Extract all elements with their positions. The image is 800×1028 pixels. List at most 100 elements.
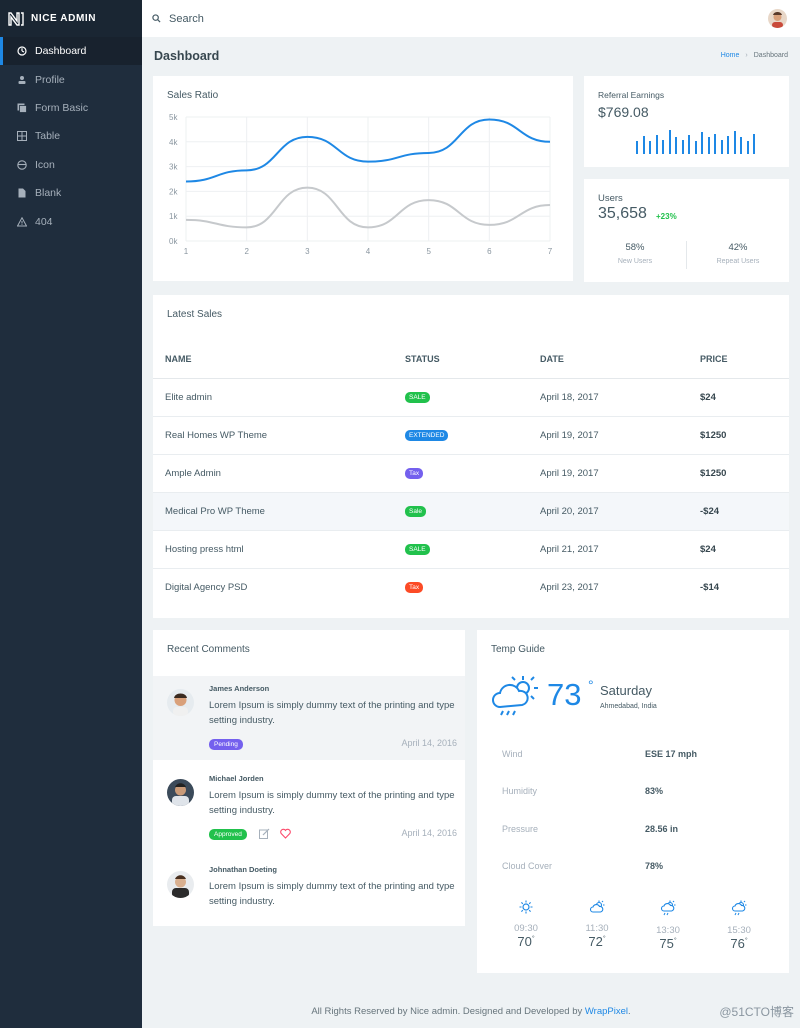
table-row[interactable]: Digital Agency PSD Tax April 23, 2017 -$… — [153, 569, 789, 607]
repeat-users-label: Repeat Users — [716, 258, 760, 265]
x-tick-label: 2 — [244, 247, 249, 256]
avatar — [167, 871, 194, 898]
users-label: Users — [598, 193, 623, 204]
forecast-time: 13:30 — [656, 925, 680, 936]
recent-comments-title: Recent Comments — [167, 644, 250, 655]
x-tick-label: 7 — [548, 247, 553, 256]
referral-earnings-card: Referral Earnings $769.08 — [584, 76, 789, 167]
sparkline-bar — [655, 134, 658, 154]
repeat-users-pct: 42% — [728, 242, 748, 253]
x-tick-label: 1 — [184, 247, 189, 256]
sparkline-bar — [642, 136, 645, 154]
forecast-time: 15:30 — [727, 925, 751, 936]
sidebar-item-profile[interactable]: Profile — [0, 65, 142, 93]
rain-sun-icon — [731, 900, 747, 916]
table-row[interactable]: Real Homes WP Theme EXTENDED April 19, 2… — [153, 417, 789, 455]
status-badge: Pending — [209, 739, 243, 750]
search-input[interactable]: Search — [169, 12, 204, 25]
forecast-item: 09:30 70° — [496, 900, 556, 949]
footer-link[interactable]: WrapPixel — [584, 1006, 629, 1017]
cloud-sun-icon — [589, 900, 605, 913]
warning-icon — [16, 216, 28, 228]
sparkline-bar — [746, 140, 749, 154]
sidebar-item-blank[interactable]: Blank — [0, 179, 142, 207]
brand-name: NICE ADMIN — [31, 13, 97, 24]
sidebar-item-table[interactable]: Table — [0, 122, 142, 150]
detail-value: 83% — [645, 786, 664, 796]
temp-guide-title: Temp Guide — [491, 644, 545, 655]
table-row[interactable]: Hosting press html SALE April 21, 2017 $… — [153, 531, 789, 569]
comment-date: April 14, 2016 — [401, 738, 457, 748]
temp-guide-card: Temp Guide 73 ° Saturday Ahmedabad, Indi… — [477, 630, 789, 973]
sparkline-bar — [636, 140, 638, 154]
brand[interactable]: NICE ADMIN — [0, 0, 142, 37]
table-icon — [16, 130, 28, 142]
sidebar-item-dashboard[interactable]: Dashboard — [0, 37, 142, 66]
comment-text: Lorem Ipsum is simply dummy text of the … — [209, 790, 455, 816]
sidebar-item-404[interactable]: 404 — [0, 207, 142, 235]
forecast-degree: ° — [744, 937, 748, 945]
document-icon — [16, 187, 28, 199]
rain-sun-icon — [660, 900, 676, 916]
profile-icon — [16, 74, 28, 86]
search-icon — [152, 14, 161, 23]
sparkline-bar — [662, 139, 664, 154]
row-price: -$14 — [700, 582, 720, 593]
forecast-degree: ° — [602, 935, 606, 943]
y-tick-label: 4k — [169, 138, 178, 147]
comment-item[interactable]: Michael Jorden Lorem Ipsum is simply dum… — [153, 760, 465, 850]
row-date: April 19, 2017 — [540, 468, 599, 479]
sidebar-item-label: Dashboard — [35, 45, 87, 58]
forecast-temp: 70° — [496, 934, 556, 949]
sidebar-item-label: Blank — [35, 187, 62, 200]
sidebar-nav: Dashboard Profile Form Basic Table Icon … — [0, 37, 142, 236]
forecast-item: 13:30 75° — [638, 900, 698, 951]
detail-key: Humidity — [502, 786, 538, 796]
edit-icon[interactable] — [259, 828, 270, 839]
col-date: DATE — [540, 354, 564, 364]
status-badge: SALE — [405, 392, 430, 403]
breadcrumb-home[interactable]: Home — [720, 52, 740, 59]
x-tick-label: 3 — [305, 247, 310, 256]
forecast-time: 11:30 — [585, 923, 609, 934]
forecast-degree: ° — [531, 935, 535, 943]
repeat-users-stat: 42% Repeat Users — [687, 242, 789, 265]
table-row[interactable]: Elite admin SALE April 18, 2017 $24 — [153, 379, 789, 417]
table-row[interactable]: Ample Admin Tax April 19, 2017 $1250 — [153, 455, 789, 493]
col-price: PRICE — [700, 354, 728, 364]
detail-key: Cloud Cover — [502, 861, 553, 871]
sparkline-bar — [714, 133, 716, 154]
weather-location: Ahmedabad, India — [600, 703, 657, 710]
search-box[interactable]: Search — [152, 13, 204, 25]
status-badge: SALE — [405, 544, 430, 555]
topbar: Search — [142, 0, 800, 37]
table-row[interactable]: Medical Pro WP Theme Sale April 20, 2017… — [153, 493, 789, 531]
recent-comments-card: Recent Comments James Anderson Lorem Ips… — [153, 630, 465, 926]
comment-text: Lorem Ipsum is simply dummy text of the … — [209, 881, 455, 907]
comment-item[interactable]: Johnathan Doeting Lorem Ipsum is simply … — [153, 850, 465, 926]
sidebar-item-form-basic[interactable]: Form Basic — [0, 94, 142, 122]
heart-icon[interactable] — [280, 828, 291, 839]
weather-day: Saturday — [600, 683, 653, 698]
forecast-temp-value: 72 — [588, 934, 603, 949]
sparkline-bar — [649, 140, 651, 154]
row-price: $1250 — [700, 430, 727, 441]
detail-value: ESE 17 mph — [645, 749, 698, 759]
sidebar-item-icon[interactable]: Icon — [0, 151, 142, 179]
sparkline-bar — [740, 137, 742, 154]
stat-divider — [686, 241, 687, 269]
y-tick-label: 3k — [169, 163, 178, 172]
sparkline-bar — [681, 139, 684, 154]
comment-text: Lorem Ipsum is simply dummy text of the … — [209, 700, 455, 726]
referral-sparkline — [636, 130, 755, 154]
rain-sun-icon — [492, 676, 538, 716]
series-line — [185, 118, 551, 183]
x-tick-label: 5 — [426, 247, 431, 256]
new-users-label: New Users — [617, 258, 653, 265]
status-badge: Tax — [405, 582, 424, 593]
forecast-degree: ° — [673, 937, 677, 945]
current-temp: 73 — [547, 677, 582, 712]
sparkline-bar — [733, 131, 736, 154]
comment-item[interactable]: James Anderson Lorem Ipsum is simply dum… — [153, 676, 465, 760]
user-avatar[interactable] — [768, 9, 787, 28]
